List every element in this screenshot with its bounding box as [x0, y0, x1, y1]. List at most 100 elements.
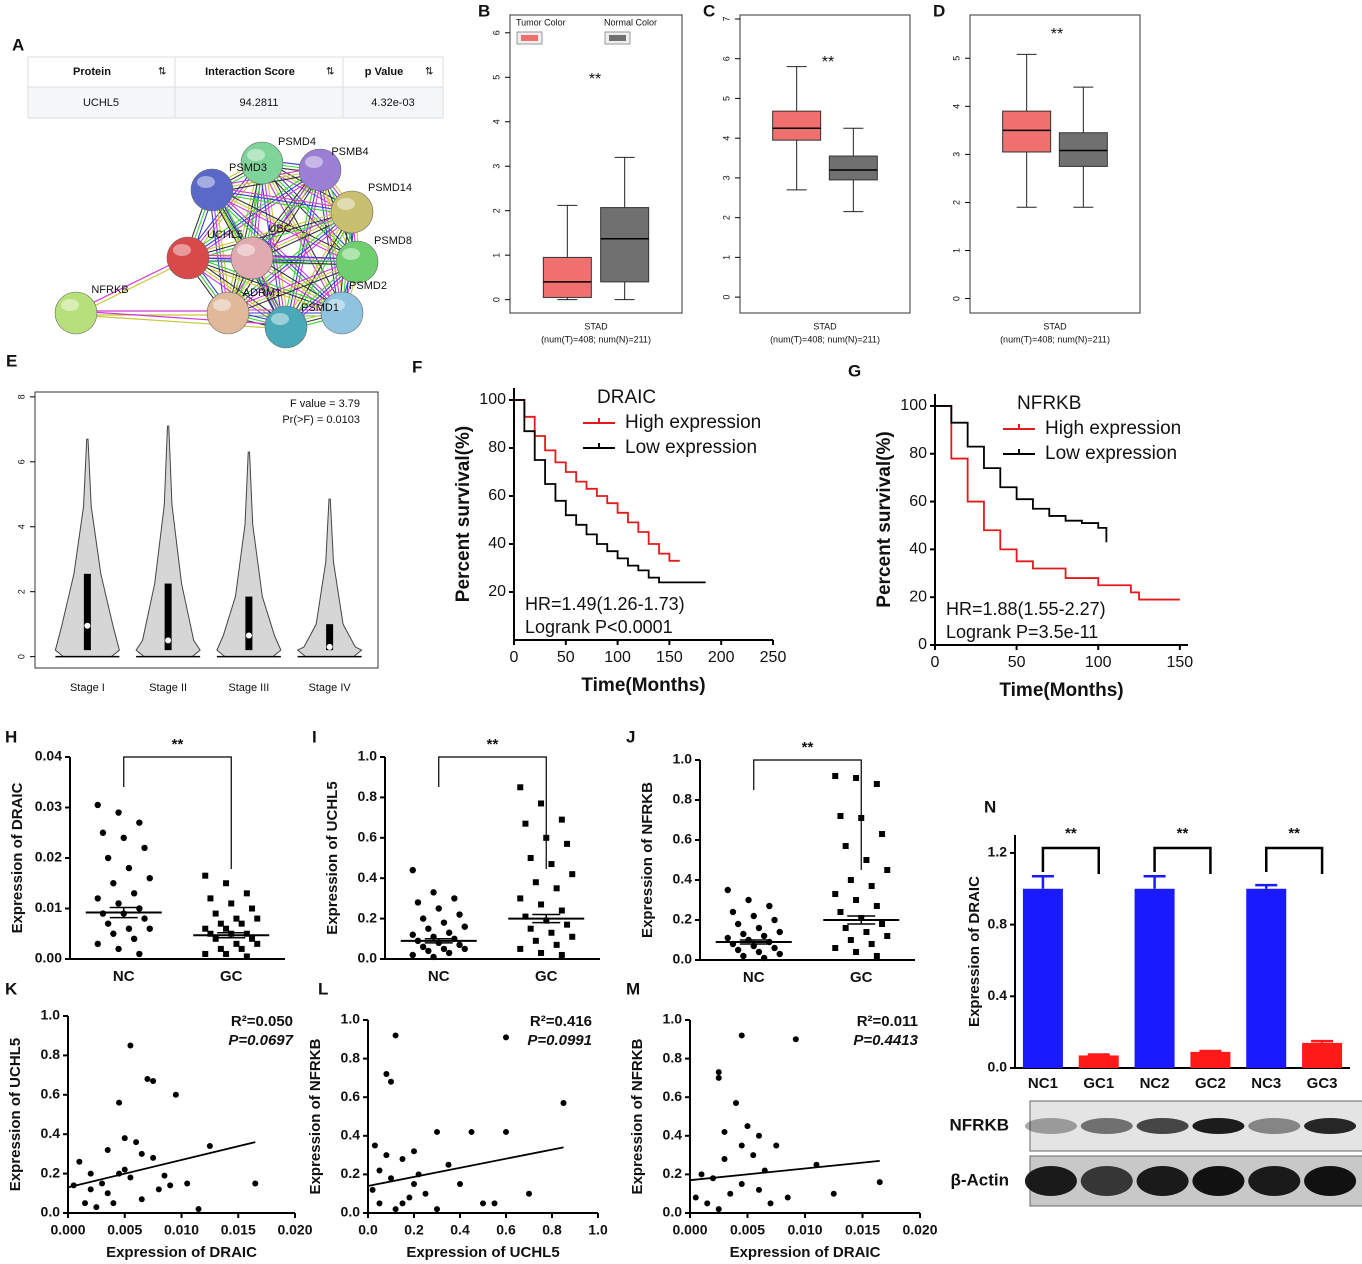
sort-icon[interactable]: ⇅ [158, 67, 166, 78]
y-tick-label: 1.0 [663, 1011, 683, 1027]
data-point [457, 1181, 463, 1188]
data-point [847, 937, 854, 943]
significance: ** [589, 71, 601, 88]
data-point [223, 880, 230, 887]
x-tick-label: GC1 [1083, 1075, 1114, 1092]
data-point [858, 815, 865, 821]
legend-title: NFRKB [1017, 393, 1081, 414]
bar [1022, 888, 1063, 1068]
data-point [207, 930, 214, 937]
node-label: UBC [268, 223, 291, 235]
data-point [538, 800, 545, 807]
node-highlight [61, 299, 79, 311]
x-axis-label: Time(Months) [999, 680, 1123, 701]
sort-icon[interactable]: ⇅ [326, 67, 334, 78]
y-tick-label: 0.02 [35, 849, 62, 865]
y-tick-label: 0.01 [35, 899, 62, 915]
data-point [776, 950, 783, 958]
iqr-box [245, 596, 253, 651]
data-point [873, 953, 880, 959]
significance-bracket [1153, 846, 1212, 874]
network-edge [227, 261, 358, 314]
data-point [738, 1032, 745, 1039]
y-tick-label: 3 [951, 152, 961, 157]
annotation: R²=0.050 [231, 1013, 293, 1030]
data-point [82, 1200, 89, 1207]
x-tick-label: GC [220, 968, 243, 985]
x-tick-label: NC1 [1028, 1075, 1058, 1092]
legend-swatch [521, 35, 538, 41]
data-point [133, 1139, 140, 1146]
x-axis-label: Expression of UCHL5 [406, 1244, 559, 1261]
data-point [522, 913, 529, 920]
y-tick-label: 60 [488, 487, 506, 504]
data-point [144, 1076, 151, 1083]
data-point [202, 925, 209, 932]
iqr-box [83, 573, 91, 651]
y-tick-label: 1 [951, 248, 961, 253]
y-tick-label: 0.2 [673, 911, 693, 927]
box [828, 155, 878, 181]
legend-label: Low expression [1045, 443, 1177, 464]
network-edge [211, 189, 343, 314]
network-edge [228, 264, 359, 317]
y-tick-label: 0.6 [358, 829, 378, 845]
panel-letter: C [703, 1, 715, 20]
data-point [853, 775, 860, 781]
table-header[interactable]: Protein [73, 66, 111, 78]
y-tick-label: 0.0 [663, 1204, 683, 1220]
y-tick-label: 0.6 [673, 831, 693, 847]
data-point [733, 1099, 739, 1106]
network-edge [211, 192, 352, 216]
data-point [249, 905, 256, 912]
data-point [94, 801, 101, 809]
panel-letter: B [478, 1, 490, 20]
significance: ** [487, 736, 499, 753]
sort-icon[interactable]: ⇅ [425, 67, 433, 78]
network-edge [75, 310, 287, 326]
x-axis-label: STAD [1043, 321, 1067, 331]
x-tick-label: 150 [656, 649, 683, 666]
chart-scatter: M 0.0 0.2 0.4 0.6 0.8 1.0 0.000 0.005 0.010 0.015 0… [626, 979, 938, 1260]
data-point [830, 1190, 837, 1197]
data-point [371, 1142, 378, 1149]
bar [1134, 888, 1175, 1068]
data-point [445, 929, 453, 936]
survival-curve [935, 405, 1108, 543]
legend-label: Tumor Color [516, 17, 566, 27]
legend-label: High expression [625, 412, 761, 433]
median [84, 622, 91, 629]
data-point [755, 948, 763, 956]
network-edge [285, 211, 353, 328]
data-point [456, 911, 463, 918]
table-header[interactable]: Interaction Score [205, 66, 295, 78]
survival-curve [514, 399, 706, 584]
data-point [223, 925, 230, 932]
x-tick-label: 0.005 [107, 1222, 142, 1238]
data-point [532, 879, 539, 886]
y-tick-label: 7 [721, 16, 731, 21]
data-point [760, 954, 768, 962]
data-point [526, 1190, 532, 1197]
data-point [110, 930, 117, 937]
data-point [127, 1174, 134, 1181]
table-header[interactable]: p Value [365, 66, 404, 78]
data-point [141, 915, 148, 922]
table-cell-link[interactable]: UCHL5 [83, 97, 119, 109]
data-point [425, 947, 432, 955]
x-tick-label: 100 [1085, 654, 1112, 671]
data-point [125, 864, 133, 872]
x-tick-label: 0.2 [404, 1222, 424, 1238]
node-label: PSMD2 [349, 280, 387, 292]
y-tick-label: 0.03 [35, 798, 62, 814]
data-point [110, 880, 117, 887]
node-highlight [173, 244, 191, 256]
data-point [517, 895, 524, 902]
data-point [388, 1175, 394, 1182]
data-point [564, 921, 571, 928]
data-point [127, 1042, 134, 1049]
data-point [104, 920, 112, 927]
data-point [130, 935, 138, 942]
x-axis-sublabel: (num(T)=408; num(N)=211) [770, 334, 880, 344]
